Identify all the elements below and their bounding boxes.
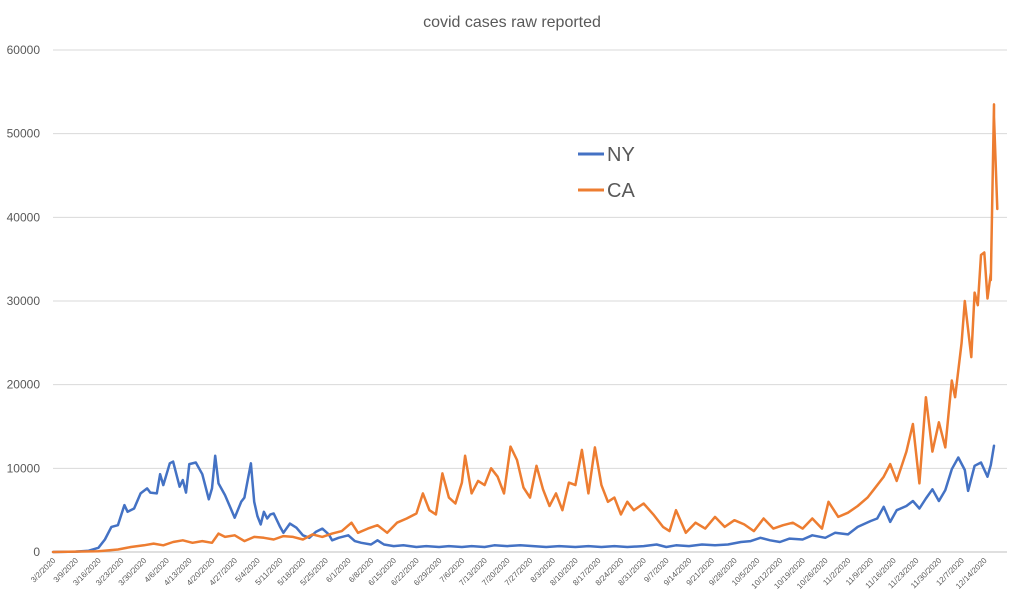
series-lines: [51, 103, 999, 554]
series-line-ca: [51, 103, 999, 554]
y-tick-label: 10000: [7, 461, 41, 475]
y-tick-label: 60000: [7, 43, 41, 57]
x-axis-tick-labels: 3/2/20203/9/20203/16/20203/23/20203/30/2…: [29, 556, 989, 591]
y-tick-label: 30000: [7, 294, 41, 308]
series-line-ny: [51, 444, 996, 554]
legend-label-ny: NY: [607, 144, 635, 166]
chart-title: covid cases raw reported: [423, 14, 601, 31]
legend-label-ca: CA: [607, 180, 635, 202]
gridlines: [53, 49, 1007, 553]
legend: NY CA: [578, 144, 635, 202]
y-tick-label: 20000: [7, 378, 41, 392]
y-tick-label: 40000: [7, 210, 41, 224]
y-axis-tick-labels: 0 10000 20000 30000 40000 50000 60000: [7, 43, 41, 559]
y-tick-label: 0: [33, 545, 40, 559]
y-tick-label: 50000: [7, 127, 41, 141]
